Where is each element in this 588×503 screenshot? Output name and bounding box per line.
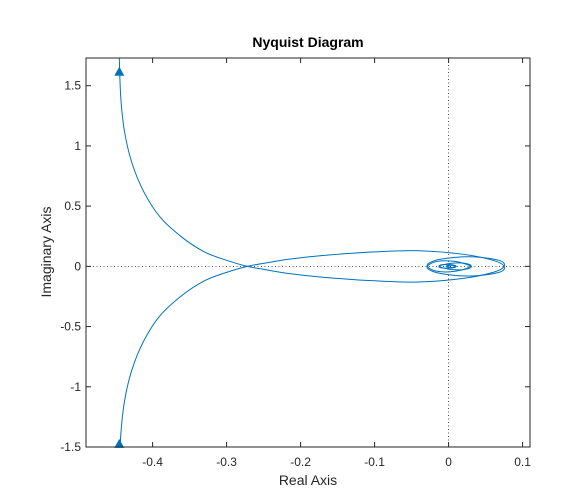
direction-arrow-1 [114,66,125,76]
plot-area-background [86,58,530,447]
chart-title: Nyquist Diagram [252,34,363,50]
x-tick-label: -0.4 [142,455,163,469]
x-tick-label: -0.2 [290,455,311,469]
y-tick-label: -0.5 [60,320,81,334]
y-tick-label: 1 [74,139,81,153]
y-axis-ticks: -1.5 -1 -0.5 0 0.5 1 1.5 [60,79,530,454]
direction-arrow-2 [114,438,125,448]
x-axis-label: Real Axis [279,472,337,488]
x-tick-label: 0.1 [514,455,531,469]
nyquist-curves [118,58,505,447]
y-tick-label: -1 [70,380,81,394]
y-tick-label: 1.5 [64,79,81,93]
zero-lines [86,58,530,447]
x-tick-label: -0.1 [364,455,385,469]
y-tick-label: 0.5 [64,199,81,213]
plot-box [85,57,531,448]
y-tick-label: -1.5 [60,440,81,454]
x-axis-ticks: -0.4 -0.3 -0.2 -0.1 0 0.1 [142,58,531,469]
x-tick-label: -0.3 [216,455,237,469]
direction-arrows [114,66,125,448]
nyquist-curve-negative-frequency [119,250,505,447]
x-tick-label: 0 [445,455,452,469]
y-axis-label: Imaginary Axis [38,206,54,297]
y-tick-label: 0 [74,259,81,273]
